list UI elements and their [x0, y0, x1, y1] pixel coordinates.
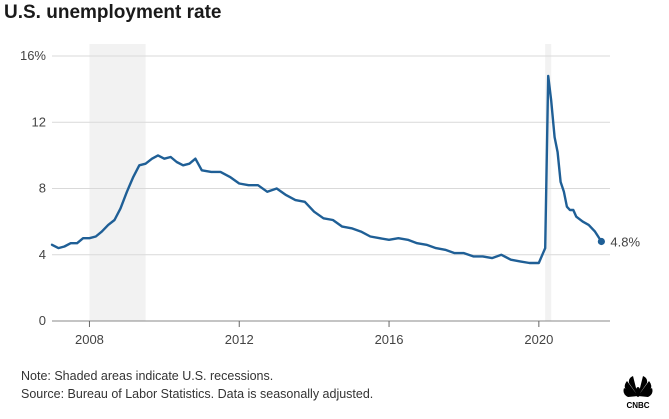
unemployment-line	[50, 74, 603, 265]
x-tick-label: 2008	[75, 332, 104, 347]
x-tick-label: 2012	[225, 332, 254, 347]
series-group: 4.8%	[50, 74, 640, 265]
y-tick-label: 4	[39, 247, 46, 262]
x-axis-ticks: 2008 2012 2016 2020	[75, 321, 553, 347]
recession-band	[89, 44, 146, 321]
y-tick-label: 16%	[20, 48, 46, 63]
y-tick-label: 12	[32, 114, 46, 129]
logo-text: CNBC	[626, 401, 649, 410]
recession-shading	[89, 44, 552, 321]
nbc-peacock-icon: CNBC	[623, 376, 653, 410]
gridlines	[52, 55, 610, 322]
note-text: Note: Shaded areas indicate U.S. recessi…	[21, 369, 274, 383]
chart-title: U.S. unemployment rate	[4, 2, 222, 23]
recession-band	[545, 44, 552, 321]
y-tick-label: 8	[39, 181, 46, 196]
y-axis-ticks: 0 4 8 12 16%	[20, 48, 46, 328]
y-tick-label: 0	[39, 313, 46, 328]
x-tick-label: 2016	[375, 332, 404, 347]
end-value-label: 4.8%	[610, 235, 640, 250]
source-text: Source: Bureau of Labor Statistics. Data…	[21, 387, 374, 401]
end-point-marker	[597, 237, 605, 246]
x-tick-label: 2020	[524, 332, 553, 347]
